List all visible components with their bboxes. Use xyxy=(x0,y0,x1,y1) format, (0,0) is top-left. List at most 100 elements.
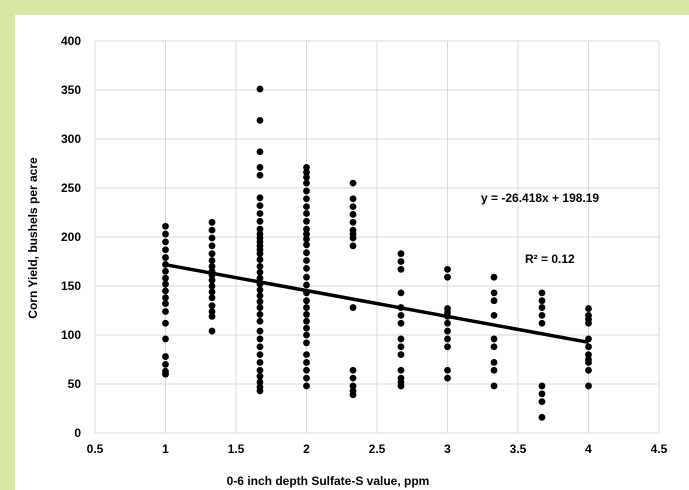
trendline xyxy=(165,262,589,345)
data-point xyxy=(162,238,169,246)
data-point xyxy=(256,298,264,306)
data-point xyxy=(303,311,310,318)
data-point xyxy=(256,164,264,171)
data-point xyxy=(208,276,216,284)
y-tick-label: 350 xyxy=(61,83,81,97)
data-point xyxy=(303,281,310,289)
data-point xyxy=(303,168,310,176)
data-point xyxy=(208,242,216,250)
data-point xyxy=(162,254,169,261)
data-point xyxy=(208,234,216,242)
data-point xyxy=(303,304,310,311)
data-point xyxy=(303,241,310,249)
data-point xyxy=(256,292,264,300)
data-point xyxy=(349,391,357,399)
data-point xyxy=(303,217,310,225)
data-point xyxy=(303,230,310,238)
data-point xyxy=(256,327,264,335)
data-point xyxy=(303,264,310,272)
data-point xyxy=(585,343,592,351)
data-point xyxy=(256,217,264,225)
data-point xyxy=(303,331,310,339)
data-point xyxy=(349,382,357,390)
data-point xyxy=(303,366,310,374)
r-squared-label: R² = 0.12 xyxy=(525,252,575,266)
data-point xyxy=(303,179,310,187)
scatter-chart: 0.5 1 1.5 2 2.5 3 3.5 4 4.5 0 50 100 150 200 250 300 35… xyxy=(26,34,668,488)
data-point xyxy=(208,294,216,302)
trendline-group xyxy=(165,262,589,345)
data-point xyxy=(303,297,310,305)
data-point xyxy=(490,382,498,390)
data-point xyxy=(303,382,310,390)
data-point xyxy=(208,312,216,320)
data-point xyxy=(303,210,310,217)
data-point xyxy=(349,195,357,203)
data-point xyxy=(162,300,169,308)
data-point xyxy=(162,308,169,315)
data-point xyxy=(585,382,592,390)
data-point xyxy=(397,382,405,390)
data-point xyxy=(256,366,264,374)
data-point xyxy=(303,359,310,366)
data-point xyxy=(349,366,357,374)
data-point xyxy=(303,324,310,332)
data-point xyxy=(303,339,310,347)
data-point xyxy=(303,187,310,195)
data-point xyxy=(444,265,451,273)
data-point xyxy=(256,304,264,311)
data-point xyxy=(256,274,264,282)
data-point xyxy=(162,353,169,360)
data-point xyxy=(208,250,216,258)
y-tick-label: 0 xyxy=(74,426,81,440)
data-point xyxy=(256,202,264,210)
data-point xyxy=(303,257,310,264)
y-tick-label: 400 xyxy=(61,34,81,48)
data-point xyxy=(303,195,310,203)
data-point xyxy=(444,374,451,382)
y-tick-label: 50 xyxy=(68,377,82,391)
x-tick-label: 3 xyxy=(444,442,451,456)
data-point xyxy=(256,351,264,358)
data-point xyxy=(303,173,310,181)
data-point xyxy=(538,398,546,406)
data-point xyxy=(397,366,405,374)
data-point xyxy=(397,312,405,319)
data-point xyxy=(349,179,357,187)
data-point xyxy=(162,335,169,343)
data-point xyxy=(303,249,310,257)
data-point xyxy=(162,222,169,230)
data-point xyxy=(585,359,592,366)
x-tick-label: 1 xyxy=(162,442,169,456)
data-point xyxy=(256,343,264,351)
data-point xyxy=(349,304,357,311)
data-point xyxy=(256,311,264,318)
data-point xyxy=(585,319,592,327)
data-point xyxy=(208,302,216,309)
data-point xyxy=(490,297,498,305)
data-point xyxy=(162,319,169,327)
data-point xyxy=(256,225,264,233)
data-point xyxy=(303,374,310,382)
data-point xyxy=(256,372,264,380)
data-point xyxy=(444,335,451,343)
data-point xyxy=(303,273,310,281)
data-point xyxy=(349,374,357,382)
data-point xyxy=(397,289,405,297)
data-point xyxy=(538,297,546,305)
data-point xyxy=(349,203,357,211)
data-point xyxy=(303,164,310,171)
data-point xyxy=(162,280,169,288)
data-point xyxy=(444,319,451,327)
x-tick-label: 2.5 xyxy=(369,442,386,456)
data-point xyxy=(256,171,264,179)
y-tick-label: 300 xyxy=(61,132,81,146)
data-point xyxy=(349,234,357,242)
data-point xyxy=(256,286,264,294)
data-point xyxy=(256,317,264,325)
data-point xyxy=(256,359,264,366)
data-point xyxy=(162,287,169,295)
data-point xyxy=(208,263,216,270)
data-point xyxy=(162,370,169,378)
y-tick-label: 200 xyxy=(61,230,81,244)
